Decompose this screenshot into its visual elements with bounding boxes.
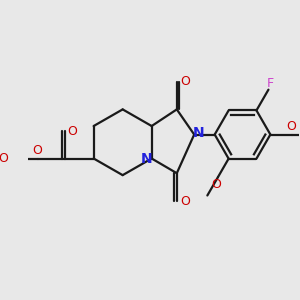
Text: N: N [141,152,153,166]
Text: N: N [193,126,205,140]
Text: O: O [68,125,77,138]
Text: F: F [267,76,274,90]
Text: O: O [0,152,8,165]
Text: O: O [211,178,221,191]
Text: O: O [287,120,297,133]
Text: O: O [180,194,190,208]
Text: O: O [180,75,190,88]
Text: O: O [33,144,43,157]
